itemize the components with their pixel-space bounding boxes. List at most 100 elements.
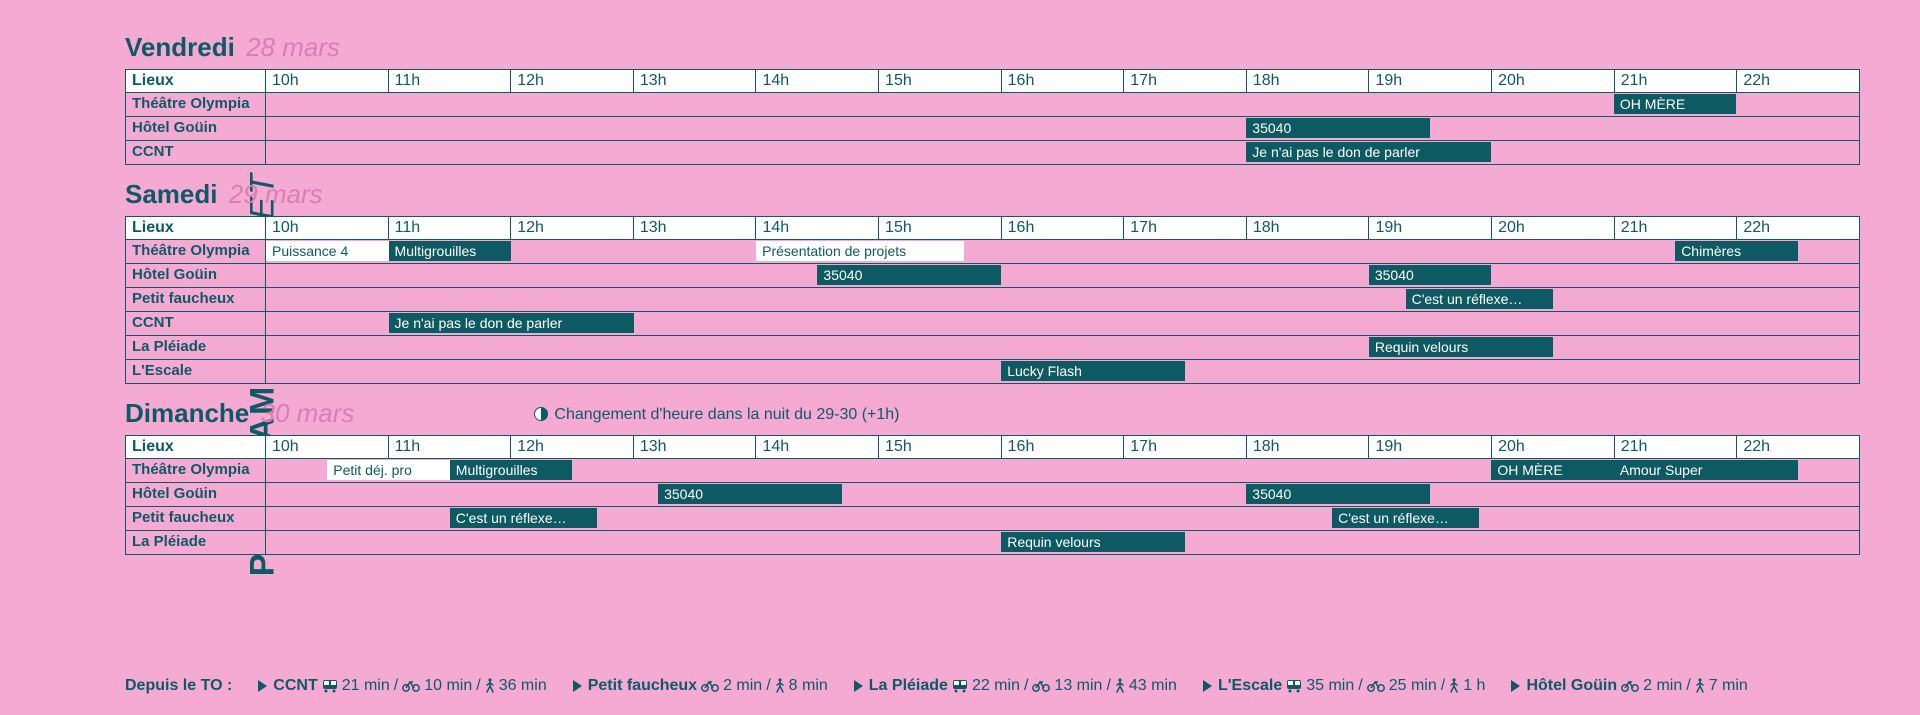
- venue-label: Petit faucheux: [126, 507, 266, 530]
- hour-header-cell: 11h: [389, 217, 512, 239]
- event-block: OH MÈRE: [1614, 94, 1737, 114]
- venue-label: L'Escale: [126, 360, 266, 383]
- venue-row: La Pléiade Requin velours: [125, 531, 1860, 555]
- hour-header-cell: 11h: [389, 70, 512, 92]
- hour-header-cell: 10h: [266, 70, 389, 92]
- event-block: Puissance 4: [266, 241, 389, 261]
- travel-time: 8 min: [789, 677, 828, 695]
- event-block: Requin velours: [1369, 337, 1553, 357]
- hour-header-cell: 18h: [1247, 70, 1370, 92]
- day-block: Dimanche 30 marsChangement d'heure dans …: [125, 398, 1860, 555]
- venue-track: C'est un réflexe…: [266, 288, 1859, 311]
- venue-track: Je n'ai pas le don de parler: [266, 312, 1859, 335]
- hour-header-cell: 15h: [879, 436, 1002, 458]
- venue-row: Petit faucheuxC'est un réflexe…C'est un …: [125, 507, 1860, 531]
- venues-header-cell: Lieux: [126, 436, 266, 458]
- walk-icon: [1695, 678, 1705, 694]
- bus-icon: [952, 679, 968, 693]
- hour-header-cell: 15h: [879, 70, 1002, 92]
- event-block: Je n'ai pas le don de parler: [1246, 142, 1491, 162]
- venue-row: L'EscaleLucky Flash: [125, 360, 1860, 384]
- venue-label: Petit faucheux: [126, 288, 266, 311]
- schedule-grid: Lieux10h11h12h13h14h15h16h17h18h19h20h21…: [125, 69, 1860, 165]
- hour-header-cell: 10h: [266, 436, 389, 458]
- footer-destination: Petit faucheux 2 min / 8 min: [573, 677, 828, 695]
- hour-header-cell: 15h: [879, 217, 1002, 239]
- event-block: Requin velours: [1001, 532, 1185, 552]
- hour-header-cell: 19h: [1369, 436, 1492, 458]
- venue-label: Hôtel Goüin: [126, 264, 266, 287]
- event-block: C'est un réflexe…: [450, 508, 597, 528]
- bus-icon: [322, 679, 338, 693]
- clock-change-icon: [534, 407, 548, 421]
- dest-name: La Pléiade: [869, 677, 948, 695]
- venue-label: La Pléiade: [126, 531, 266, 554]
- hour-header-cell: 16h: [1002, 436, 1125, 458]
- event-block: 35040: [1369, 265, 1492, 285]
- triangle-icon: [854, 680, 863, 692]
- event-block: C'est un réflexe…: [1332, 508, 1479, 528]
- venue-label: CCNT: [126, 141, 266, 164]
- hour-header-cell: 17h: [1124, 217, 1247, 239]
- hour-header-cell: 13h: [634, 217, 757, 239]
- footer-lead: Depuis le TO :: [125, 677, 232, 695]
- venues-header-cell: Lieux: [126, 217, 266, 239]
- day-name: Dimanche: [125, 398, 249, 428]
- event-block: Multigrouilles: [450, 460, 573, 480]
- hour-header-cell: 14h: [756, 217, 879, 239]
- day-block: Samedi 29 marsLieux10h11h12h13h14h15h16h…: [125, 179, 1860, 384]
- venue-track: C'est un réflexe… C'est un réflexe…: [266, 507, 1859, 530]
- venue-row: Hôtel Goüin3504035040: [125, 483, 1860, 507]
- hour-header-cell: 21h: [1615, 70, 1738, 92]
- travel-time: 35 min: [1306, 677, 1354, 695]
- venue-row: Théâtre Olympia Petit déj. proMultigrouil…: [125, 459, 1860, 483]
- venue-track: Puissance 4MultigrouillesPrésentation de…: [266, 240, 1859, 263]
- triangle-icon: [258, 680, 267, 692]
- venue-track: Requin velours: [266, 531, 1859, 554]
- travel-time: 1 h: [1463, 677, 1485, 695]
- bus-icon: [1286, 679, 1302, 693]
- hour-header-cell: 17h: [1124, 70, 1247, 92]
- day-name: Samedi: [125, 179, 218, 209]
- venue-track: Requin velours: [266, 336, 1859, 359]
- hour-header-cell: 18h: [1247, 436, 1370, 458]
- venue-row: Théâtre OlympiaPuissance 4Multigrouilles…: [125, 240, 1860, 264]
- travel-time: 13 min: [1054, 677, 1102, 695]
- hour-header-cell: 13h: [634, 436, 757, 458]
- walk-icon: [775, 678, 785, 694]
- travel-time: 43 min: [1129, 677, 1177, 695]
- venue-label: La Pléiade: [126, 336, 266, 359]
- dest-name: Petit faucheux: [588, 677, 697, 695]
- hour-header-cell: 19h: [1369, 70, 1492, 92]
- event-block: OH MÈRE: [1491, 460, 1614, 480]
- hour-header-cell: 18h: [1247, 217, 1370, 239]
- venue-track: 3504035040: [266, 483, 1859, 506]
- venue-row: Petit faucheuxC'est un réflexe…: [125, 288, 1860, 312]
- day-date: 29 mars: [229, 179, 323, 209]
- venue-row: Hôtel Goüin3504035040: [125, 264, 1860, 288]
- venues-header-cell: Lieux: [126, 70, 266, 92]
- venue-track: 3504035040: [266, 264, 1859, 287]
- day-header: Vendredi 28 mars: [125, 32, 1860, 63]
- venue-track: Je n'ai pas le don de parler: [266, 141, 1859, 164]
- hour-header-cell: 21h: [1615, 436, 1738, 458]
- triangle-icon: [1511, 680, 1520, 692]
- venue-label: Théâtre Olympia: [126, 459, 266, 482]
- venue-label: Théâtre Olympia: [126, 93, 266, 116]
- bike-icon: [701, 680, 719, 692]
- hour-header-cell: 14h: [756, 70, 879, 92]
- hour-header-cell: 16h: [1002, 70, 1125, 92]
- day-note: Changement d'heure dans la nuit du 29-30…: [534, 406, 899, 424]
- event-block: Petit déj. pro: [327, 460, 450, 480]
- travel-time: 25 min: [1389, 677, 1437, 695]
- hour-header-cell: 12h: [511, 436, 634, 458]
- schedule-grid: Lieux10h11h12h13h14h15h16h17h18h19h20h21…: [125, 435, 1860, 555]
- hour-header-cell: 20h: [1492, 217, 1615, 239]
- hour-header-cell: 22h: [1737, 436, 1859, 458]
- hour-header-cell: 20h: [1492, 436, 1615, 458]
- footer-destination: La Pléiade 22 min / 13 min / 43 min: [854, 677, 1177, 695]
- hour-header-cell: 16h: [1002, 217, 1125, 239]
- bike-icon: [402, 680, 420, 692]
- venue-label: Théâtre Olympia: [126, 240, 266, 263]
- day-name: Vendredi: [125, 32, 235, 62]
